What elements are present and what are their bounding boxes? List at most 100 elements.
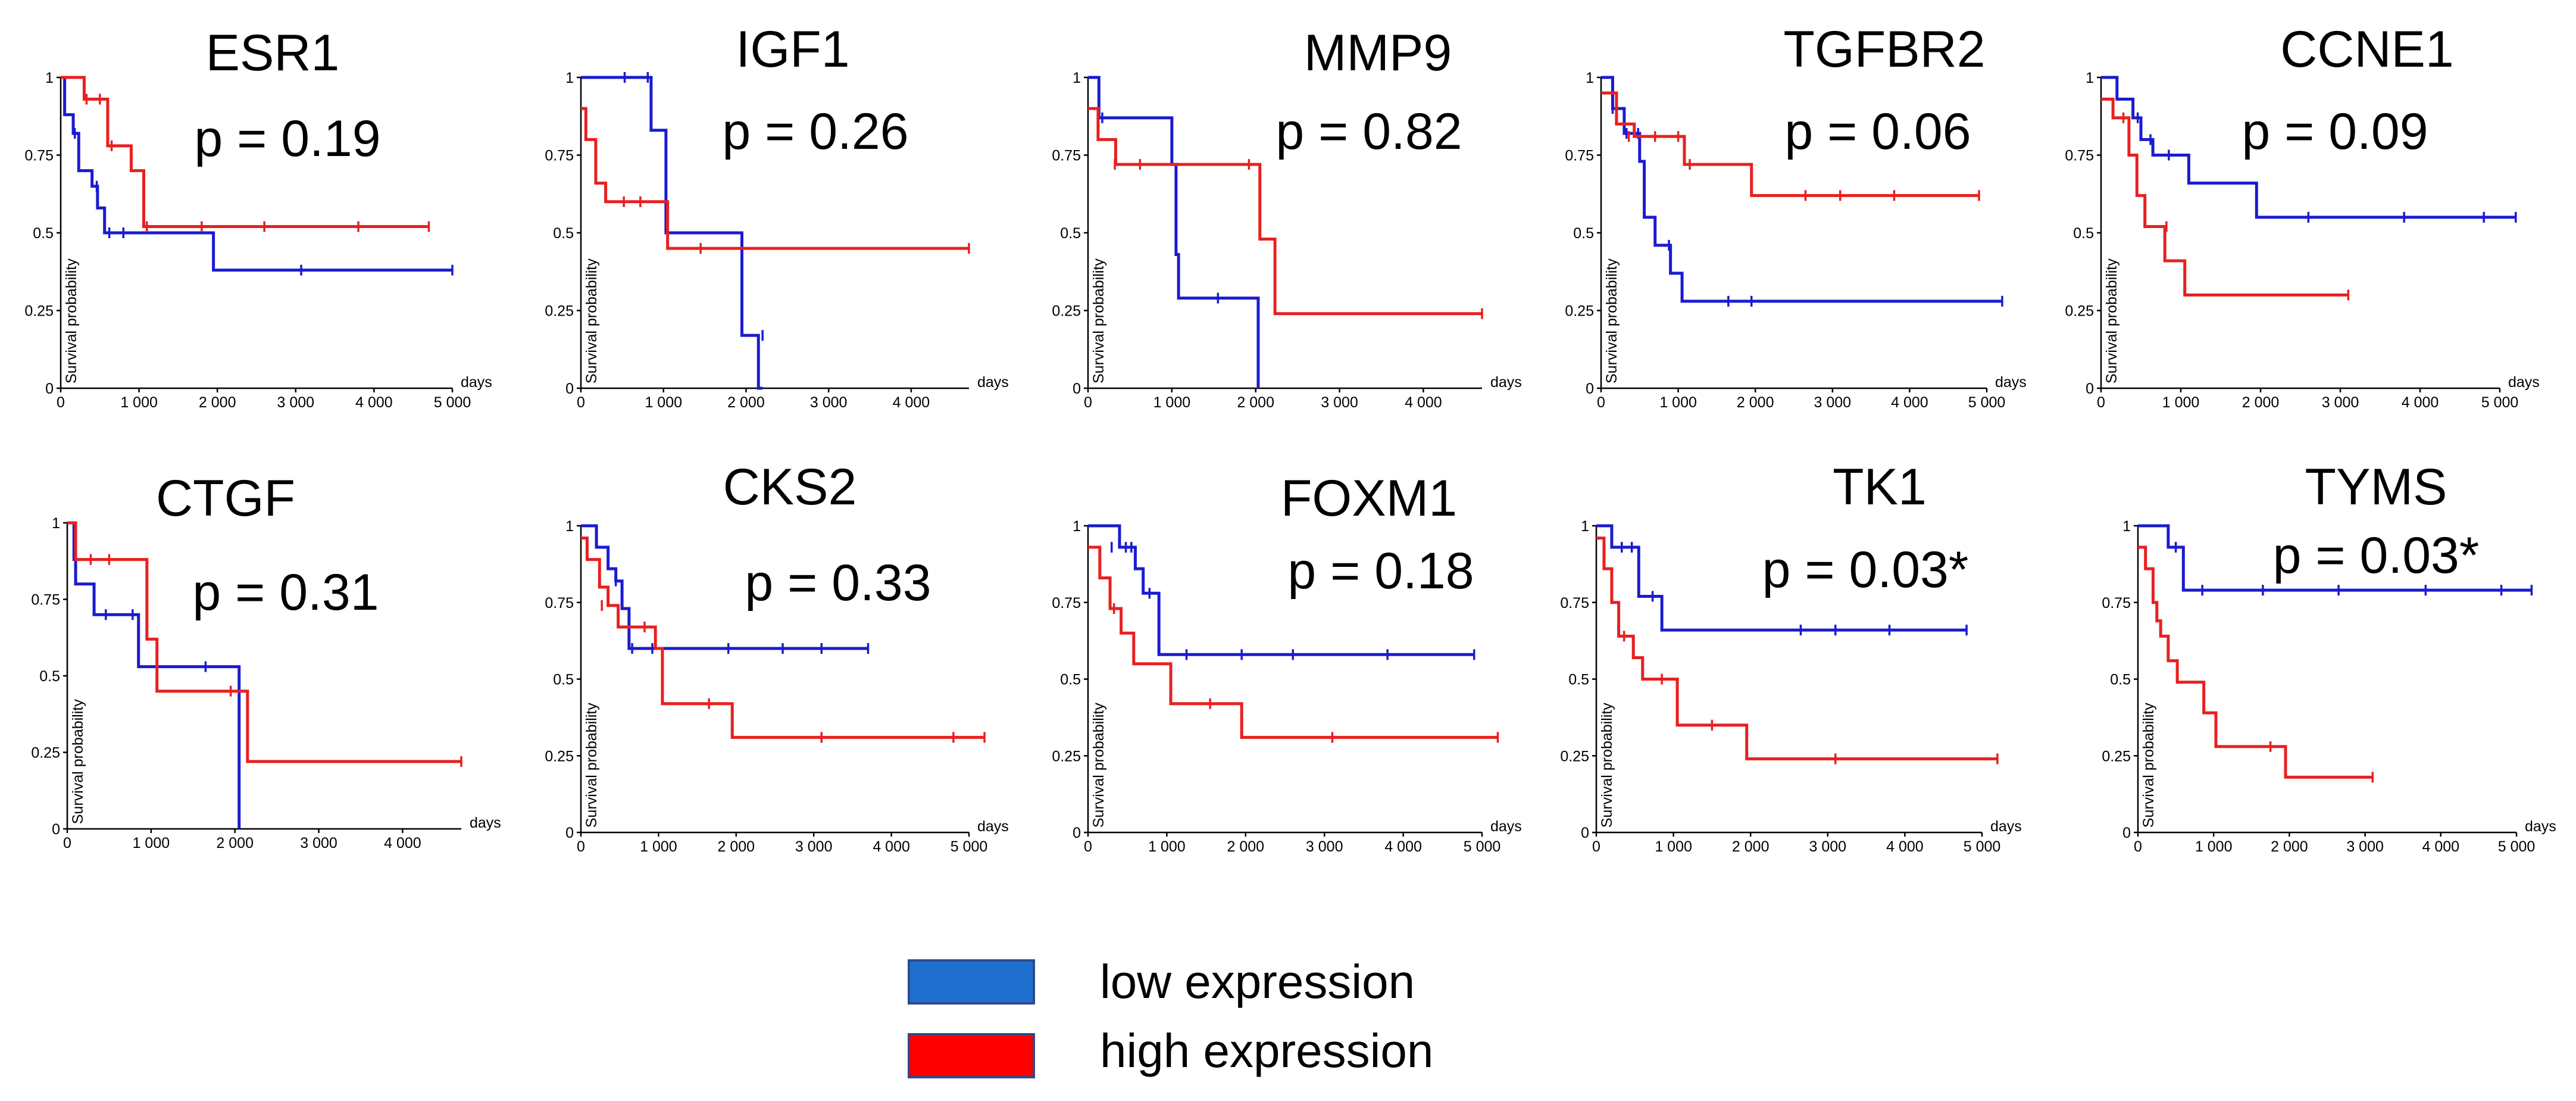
km-curve-low: [1088, 76, 1260, 388]
y-tick-label: 0.5: [1060, 225, 1081, 242]
y-axis-label: Survival probability: [583, 258, 600, 383]
y-tick-label: 0.25: [2102, 748, 2131, 765]
km-panel-ctgf: CTGF p = 0.31 0 0.25 0.5 0.75 1 0 1 000 2 000 3 00…: [31, 470, 501, 852]
x-tick-label: 1 000: [120, 394, 158, 411]
panel-title: TGFBR2: [1783, 21, 1985, 78]
y-tick-label: 0.25: [2065, 303, 2094, 320]
legend-label-high: high expression: [1100, 1024, 1433, 1077]
x-tick-label: 1 000: [1148, 838, 1186, 855]
panel-title: CKS2: [723, 459, 857, 516]
km-curve-low: [581, 76, 763, 390]
y-tick-label: 0: [2086, 380, 2094, 397]
km-panel-tgfbr2: TGFBR2 p = 0.06 0 0.25 0.5 0.75 1 0 1 000 2 000 3 …: [1565, 21, 2026, 411]
x-axis-label: days: [1490, 374, 1522, 391]
y-tick-label: 0: [1586, 380, 1594, 397]
p-value: p = 0.03*: [2273, 527, 2480, 584]
x-tick-label: 2 000: [2242, 394, 2280, 411]
x-tick-label: 2 000: [2271, 838, 2308, 855]
y-tick-label: 0.25: [1052, 303, 1081, 320]
x-tick-label: 1 000: [645, 394, 682, 411]
x-tick-label: 0: [63, 835, 71, 852]
legend-swatch-high: [908, 1033, 1035, 1078]
y-tick-label: 0.25: [1560, 748, 1589, 765]
x-tick-label: 0: [2097, 394, 2105, 411]
panel-title: IGF1: [736, 21, 849, 78]
y-tick-label: 0: [45, 380, 54, 397]
x-tick-label: 3 000: [1814, 394, 1852, 411]
p-value: p = 0.82: [1276, 103, 1462, 160]
y-tick-label: 0.75: [1052, 595, 1081, 612]
y-tick-label: 0: [1073, 825, 1081, 841]
y-tick-label: 0.75: [1560, 595, 1589, 612]
y-tick-label: 0.75: [545, 595, 574, 612]
panel-title: FOXM1: [1281, 470, 1457, 527]
panel-title: TK1: [1833, 459, 1927, 516]
km-panel-cks2: CKS2 p = 0.33 0 0.25 0.5 0.75 1 0 1 000 2 000 3 00…: [545, 459, 1008, 855]
x-tick-label: 0: [2134, 838, 2142, 855]
x-axis-label: days: [1490, 818, 1522, 835]
km-panel-igf1: IGF1 p = 0.26 0 0.25 0.5 0.75 1 0 1 000 2 000 3 00…: [545, 21, 1008, 411]
x-tick-label: 2 000: [216, 835, 254, 852]
x-tick-label: 5 000: [951, 838, 988, 855]
p-value: p = 0.33: [745, 554, 931, 612]
km-curve-high: [581, 537, 985, 739]
p-value: p = 0.03*: [1762, 541, 1969, 598]
x-axis-label: days: [1990, 818, 2022, 835]
km-curve-low: [1601, 76, 2002, 303]
km-panel-tk1: TK1 p = 0.03* 0 0.25 0.5 0.75 1 0 1 000 2 000 3 00…: [1560, 459, 2021, 855]
y-tick-label: 1: [565, 518, 574, 535]
legend-swatch-low: [908, 959, 1035, 1005]
km-panel-esr1: ESR1 p = 0.19 0 0.25 0.5 0.75 1 0 1 000 2 000 3 00…: [24, 24, 492, 411]
y-tick-label: 0: [1581, 825, 1589, 841]
y-tick-label: 0: [565, 825, 574, 841]
x-tick-label: 2 000: [1732, 838, 1770, 855]
y-tick-label: 0.5: [1573, 225, 1594, 242]
x-tick-label: 1 000: [133, 835, 170, 852]
x-tick-label: 3 000: [2346, 838, 2384, 855]
x-tick-label: 4 000: [1886, 838, 1924, 855]
y-tick-label: 0.75: [31, 592, 60, 609]
y-tick-label: 1: [1073, 70, 1081, 86]
x-tick-label: 0: [577, 394, 585, 411]
y-tick-label: 0.5: [1568, 672, 1589, 688]
p-value: p = 0.26: [722, 103, 908, 160]
x-tick-label: 1 000: [2195, 838, 2233, 855]
km-curve-low: [1088, 524, 1474, 656]
x-axis-label: days: [977, 818, 1009, 835]
y-tick-label: 0.25: [545, 748, 574, 765]
x-tick-label: 4 000: [2402, 394, 2439, 411]
y-tick-label: 0.5: [2073, 225, 2094, 242]
y-axis-label: Survival probability: [1090, 703, 1107, 828]
x-axis-label: days: [470, 815, 501, 831]
y-axis-label: Survival probability: [1603, 258, 1620, 383]
x-tick-label: 0: [57, 394, 65, 411]
y-tick-label: 0.5: [39, 668, 60, 685]
x-tick-label: 3 000: [277, 394, 315, 411]
y-tick-label: 0.75: [1052, 148, 1081, 164]
x-tick-label: 3 000: [300, 835, 337, 852]
km-curve-high: [581, 107, 969, 250]
x-tick-label: 5 000: [2481, 394, 2519, 411]
y-tick-label: 0.5: [553, 225, 574, 242]
x-tick-label: 1 000: [1153, 394, 1191, 411]
x-tick-label: 3 000: [2322, 394, 2359, 411]
p-value: p = 0.06: [1784, 103, 1971, 160]
y-tick-label: 1: [45, 70, 54, 86]
km-curve-high: [2138, 545, 2373, 779]
x-tick-label: 0: [1084, 394, 1092, 411]
x-axis-label: days: [461, 374, 492, 391]
km-curve-high: [1088, 545, 1498, 739]
panel-title: CCNE1: [2280, 21, 2454, 78]
y-tick-label: 0.75: [2065, 148, 2094, 164]
x-tick-label: 1 000: [1655, 838, 1692, 855]
panel-title: MMP9: [1304, 24, 1452, 82]
km-panel-mmp9: MMP9 p = 0.82 0 0.25 0.5 0.75 1 0 1 000 2 000 3 00…: [1052, 24, 1521, 411]
y-axis-label: Survival probability: [1599, 703, 1615, 828]
km-curve-high: [67, 521, 461, 763]
x-tick-label: 4 000: [2422, 838, 2460, 855]
x-tick-label: 5 000: [1968, 394, 2006, 411]
km-panel-foxm1: FOXM1 p = 0.18 0 0.25 0.5 0.75 1 0 1 000 2 000 3 0…: [1052, 470, 1521, 855]
y-tick-label: 1: [1581, 518, 1589, 535]
x-tick-label: 1 000: [640, 838, 677, 855]
